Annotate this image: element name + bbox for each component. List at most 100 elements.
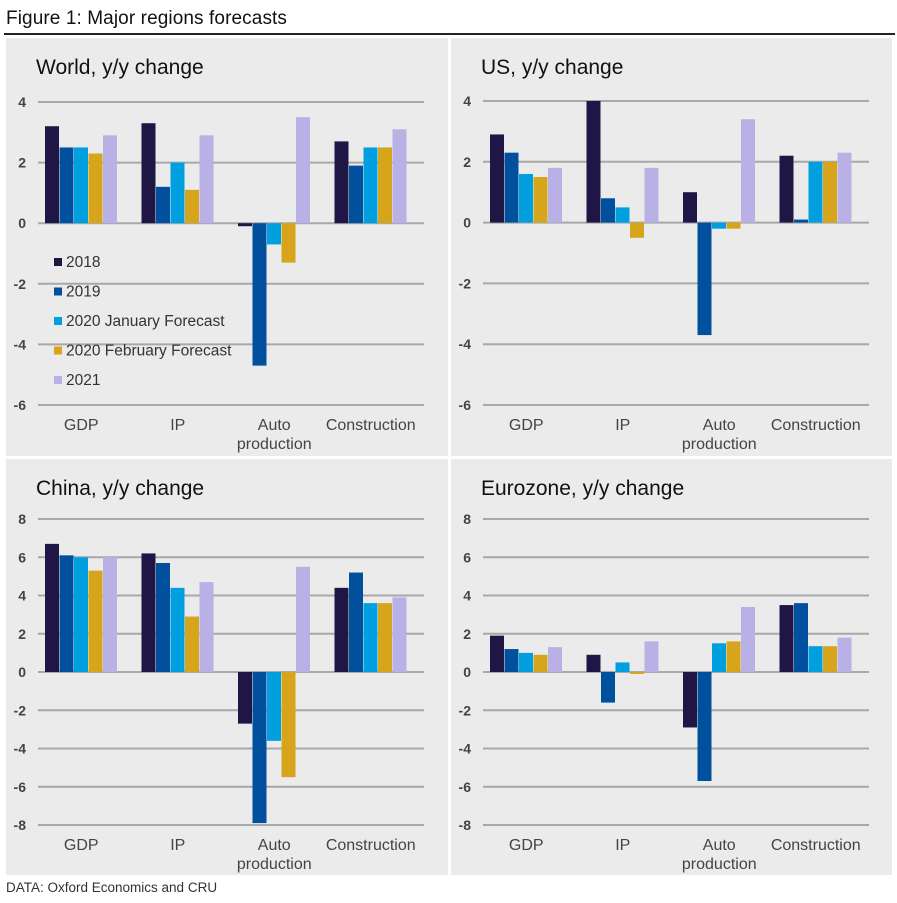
bar-2020-february-forecast-gdp	[533, 654, 548, 672]
x-category-label: Construction	[771, 417, 861, 434]
legend-label: 2020 January Forecast	[66, 313, 225, 330]
bar-2018-auto-production	[683, 192, 697, 223]
bar-2021-construction	[392, 597, 407, 672]
bar-2018-ip	[141, 553, 156, 672]
panel-eurozone: Eurozone, y/y change 8 6 4 2 0 -2 -4 -6 -8 GDP IP Au…	[451, 459, 892, 875]
bar-2020-february-forecast-construction	[823, 161, 837, 223]
x-category-label: production	[682, 856, 757, 873]
legend-label: 2020 February Forecast	[66, 343, 232, 360]
x-category-label: GDP	[64, 837, 99, 854]
bar-2019-construction	[349, 572, 363, 672]
bar-2020-february-forecast-auto-production	[726, 641, 741, 672]
bar-2018-auto-production	[238, 672, 252, 724]
panel-title: Eurozone, y/y change	[481, 477, 684, 500]
bar-2021-gdp	[548, 647, 562, 672]
bar-2021-ip	[199, 135, 214, 224]
y-tick-label: 6	[463, 549, 471, 565]
bar-2021-gdp	[548, 167, 562, 223]
y-tick-label: -4	[459, 336, 472, 352]
bar-2020-january-forecast-auto-production	[267, 223, 281, 245]
y-tick-label: -4	[14, 336, 27, 352]
x-category-label: Construction	[326, 837, 416, 854]
x-category-label: GDP	[64, 417, 99, 434]
bar-2018-construction	[334, 587, 349, 672]
bar-2018-ip	[586, 101, 601, 223]
bar-2020-february-forecast-construction	[823, 646, 837, 672]
legend-label: 2021	[66, 372, 100, 389]
y-tick-label: 0	[463, 215, 471, 231]
legend-swatch	[54, 346, 62, 355]
y-tick-label: 0	[18, 215, 26, 231]
x-category-label: IP	[615, 837, 630, 854]
bar-2021-auto-production	[741, 119, 755, 223]
bar-2019-gdp	[59, 555, 74, 672]
y-tick-label: 4	[463, 93, 471, 109]
bar-2020-january-forecast-auto-production	[712, 222, 726, 229]
bar-2020-january-forecast-construction	[363, 147, 378, 224]
bar-2020-january-forecast-ip	[170, 587, 185, 672]
bar-2020-january-forecast-auto-production	[712, 643, 726, 672]
y-tick-label: 4	[18, 94, 26, 110]
panel-title: World, y/y change	[36, 56, 204, 79]
bar-2021-ip	[644, 641, 659, 672]
bar-2018-auto-production	[683, 672, 697, 728]
bar-2020-january-forecast-auto-production	[267, 672, 281, 741]
bar-2020-january-forecast-gdp	[519, 652, 533, 672]
title-rule	[4, 33, 895, 35]
y-tick-label: 8	[18, 511, 26, 527]
panel-china: China, y/y change 8 6 4 2 0 -2 -4 -6 -8 GDP IP Auto p…	[6, 459, 448, 875]
y-tick-label: 4	[463, 588, 471, 604]
bar-2020-february-forecast-ip	[185, 616, 199, 672]
legend-swatch	[54, 376, 62, 384]
y-tick-label: 4	[18, 588, 26, 604]
bar-2018-gdp	[490, 134, 504, 223]
bar-2019-construction	[349, 165, 363, 224]
bar-2020-january-forecast-construction	[363, 603, 378, 672]
y-tick-label: 2	[18, 626, 26, 642]
legend-swatch	[54, 258, 62, 266]
bar-2019-auto-production	[252, 223, 267, 366]
y-tick-label: -2	[14, 276, 27, 292]
y-tick-label: 2	[18, 155, 26, 171]
bar-2021-ip	[644, 167, 659, 223]
bar-2019-construction	[794, 219, 808, 223]
y-tick-label: -8	[14, 817, 27, 833]
bar-2018-gdp	[45, 543, 59, 672]
legend-swatch	[54, 287, 62, 296]
x-category-label: production	[237, 436, 312, 453]
panel-title: China, y/y change	[36, 477, 204, 500]
bar-2020-february-forecast-auto-production	[281, 223, 296, 263]
bar-2018-construction	[779, 605, 794, 672]
bar-2021-auto-production	[296, 566, 310, 672]
bar-2020-february-forecast-auto-production	[281, 672, 296, 778]
bar-2019-ip	[601, 672, 615, 703]
bar-2018-construction	[334, 141, 349, 224]
bar-2019-gdp	[504, 649, 519, 672]
y-tick-label: -6	[459, 779, 472, 795]
y-tick-label: 0	[463, 664, 471, 680]
bar-2020-january-forecast-ip	[615, 207, 630, 223]
bar-2020-february-forecast-auto-production	[726, 222, 741, 229]
bar-2018-ip	[586, 654, 601, 672]
bar-2018-construction	[779, 155, 794, 223]
y-tick-label: -8	[459, 817, 472, 833]
bar-2021-ip	[199, 582, 214, 672]
x-category-label: Auto	[703, 837, 736, 854]
bar-2020-january-forecast-ip	[615, 662, 630, 672]
y-tick-label: -6	[14, 779, 27, 795]
bar-2019-ip	[156, 186, 170, 224]
y-tick-label: -2	[459, 702, 472, 718]
bar-2019-gdp	[504, 152, 519, 223]
legend-swatch	[54, 317, 62, 325]
bar-2019-auto-production	[697, 222, 712, 336]
bar-2021-auto-production	[296, 117, 310, 224]
bar-2021-gdp	[103, 557, 117, 672]
bar-2020-january-forecast-construction	[808, 646, 823, 672]
y-tick-label: -2	[459, 275, 472, 291]
y-tick-label: -4	[459, 741, 472, 757]
y-tick-label: -6	[14, 397, 27, 413]
bar-2018-auto-production	[238, 223, 252, 227]
bar-2019-gdp	[59, 147, 74, 224]
bar-2019-construction	[794, 603, 808, 672]
bar-2020-february-forecast-gdp	[88, 153, 103, 224]
